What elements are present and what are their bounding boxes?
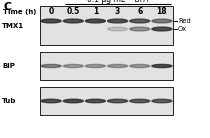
Ellipse shape [63, 64, 83, 68]
Ellipse shape [63, 19, 83, 23]
Text: 3: 3 [115, 7, 120, 17]
Ellipse shape [41, 64, 61, 68]
Text: 0.5: 0.5 [67, 7, 80, 17]
Ellipse shape [152, 99, 172, 103]
Text: 0.1 μg·mL⁻¹ BFA: 0.1 μg·mL⁻¹ BFA [87, 0, 149, 3]
Bar [40, 6, 173, 45]
Text: 6: 6 [137, 7, 142, 17]
Ellipse shape [152, 27, 172, 31]
Text: 18: 18 [157, 7, 167, 17]
Ellipse shape [63, 99, 83, 103]
Text: C: C [3, 2, 11, 12]
Bar [40, 87, 173, 115]
Text: Time (h): Time (h) [3, 9, 36, 15]
Text: BiP: BiP [2, 63, 15, 69]
Ellipse shape [130, 19, 150, 23]
Text: Ox: Ox [178, 26, 187, 32]
Ellipse shape [41, 99, 61, 103]
Ellipse shape [85, 99, 105, 103]
Ellipse shape [130, 99, 150, 103]
Ellipse shape [85, 64, 105, 68]
Ellipse shape [108, 64, 128, 68]
Ellipse shape [108, 99, 128, 103]
Ellipse shape [85, 19, 105, 23]
Ellipse shape [152, 64, 172, 68]
Ellipse shape [41, 19, 61, 23]
Text: 0: 0 [49, 7, 54, 17]
Bar [40, 52, 173, 80]
Text: 1: 1 [93, 7, 98, 17]
Ellipse shape [130, 64, 150, 68]
Ellipse shape [108, 19, 128, 23]
Text: Red: Red [178, 18, 191, 24]
Text: TMX1: TMX1 [2, 22, 24, 29]
Ellipse shape [130, 27, 150, 31]
Ellipse shape [108, 27, 128, 31]
Ellipse shape [152, 19, 172, 23]
Text: Tub: Tub [2, 98, 16, 104]
